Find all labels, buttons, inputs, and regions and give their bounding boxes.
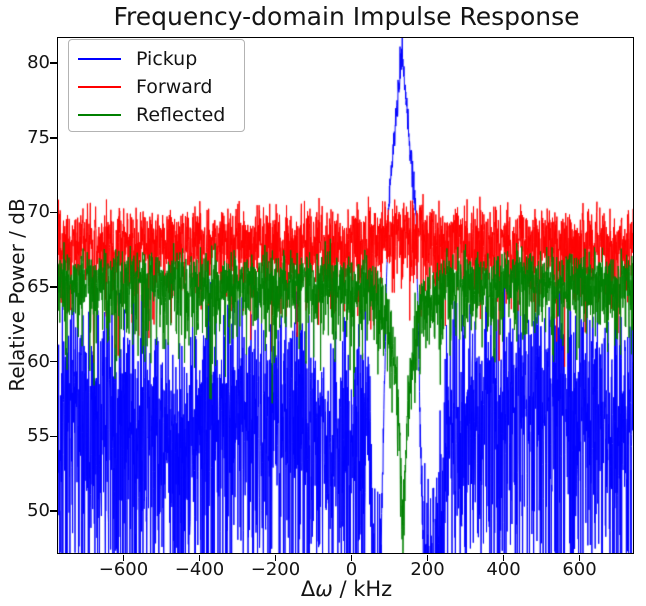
- y-tick-mark: [50, 286, 57, 288]
- y-tick-label: 80: [27, 52, 50, 74]
- y-tick-label: 65: [27, 276, 50, 298]
- y-tick-mark: [50, 510, 57, 512]
- delta-symbol: Δ: [300, 577, 316, 601]
- x-axis-label: Δω / kHz: [58, 577, 635, 601]
- y-tick-mark: [50, 435, 57, 438]
- x-tick-mark: [578, 555, 581, 561]
- y-axis-label: Relative Power / dB: [5, 198, 29, 392]
- legend-line-sample-reflected: [78, 113, 121, 117]
- y-tick-label: 50: [27, 499, 50, 521]
- chart-title: Frequency-domain Impulse Response: [113, 2, 580, 31]
- x-tick-mark: [426, 555, 429, 561]
- x-tick-mark: [122, 555, 125, 561]
- x-tick-label: 400: [486, 559, 521, 580]
- y-tick-mark: [50, 360, 57, 363]
- legend: Pickup Forward Reflected: [68, 39, 245, 132]
- y-tick-mark: [50, 211, 57, 214]
- y-tick-label: 60: [27, 350, 50, 372]
- x-tick-label: 600: [562, 559, 597, 580]
- legend-item-forward: Forward: [69, 73, 244, 101]
- legend-label: Forward: [136, 76, 213, 98]
- legend-item-pickup: Pickup: [69, 45, 244, 73]
- x-axis-label-units: / kHz: [332, 577, 393, 601]
- x-tick-mark: [198, 555, 201, 561]
- y-tick-mark: [50, 62, 57, 64]
- y-tick-label: 70: [27, 201, 50, 223]
- x-tick-mark: [274, 555, 277, 561]
- legend-label: Pickup: [136, 48, 198, 70]
- x-tick-mark: [350, 555, 353, 561]
- y-tick-label: 55: [27, 425, 50, 447]
- x-tick-label: −600: [98, 559, 149, 580]
- x-tick-label: −200: [250, 559, 301, 580]
- y-tick-label: 75: [27, 126, 50, 148]
- y-tick-mark: [50, 137, 57, 139]
- legend-item-reflected: Reflected: [69, 101, 244, 129]
- legend-line-sample-forward: [78, 85, 121, 89]
- legend-label: Reflected: [136, 104, 226, 126]
- x-tick-mark: [502, 555, 505, 561]
- x-tick-label: −400: [174, 559, 225, 580]
- x-tick-label: 200: [410, 559, 445, 580]
- legend-line-sample-pickup: [78, 57, 121, 61]
- x-tick-label: 0: [345, 559, 358, 580]
- omega-symbol: ω: [315, 577, 333, 601]
